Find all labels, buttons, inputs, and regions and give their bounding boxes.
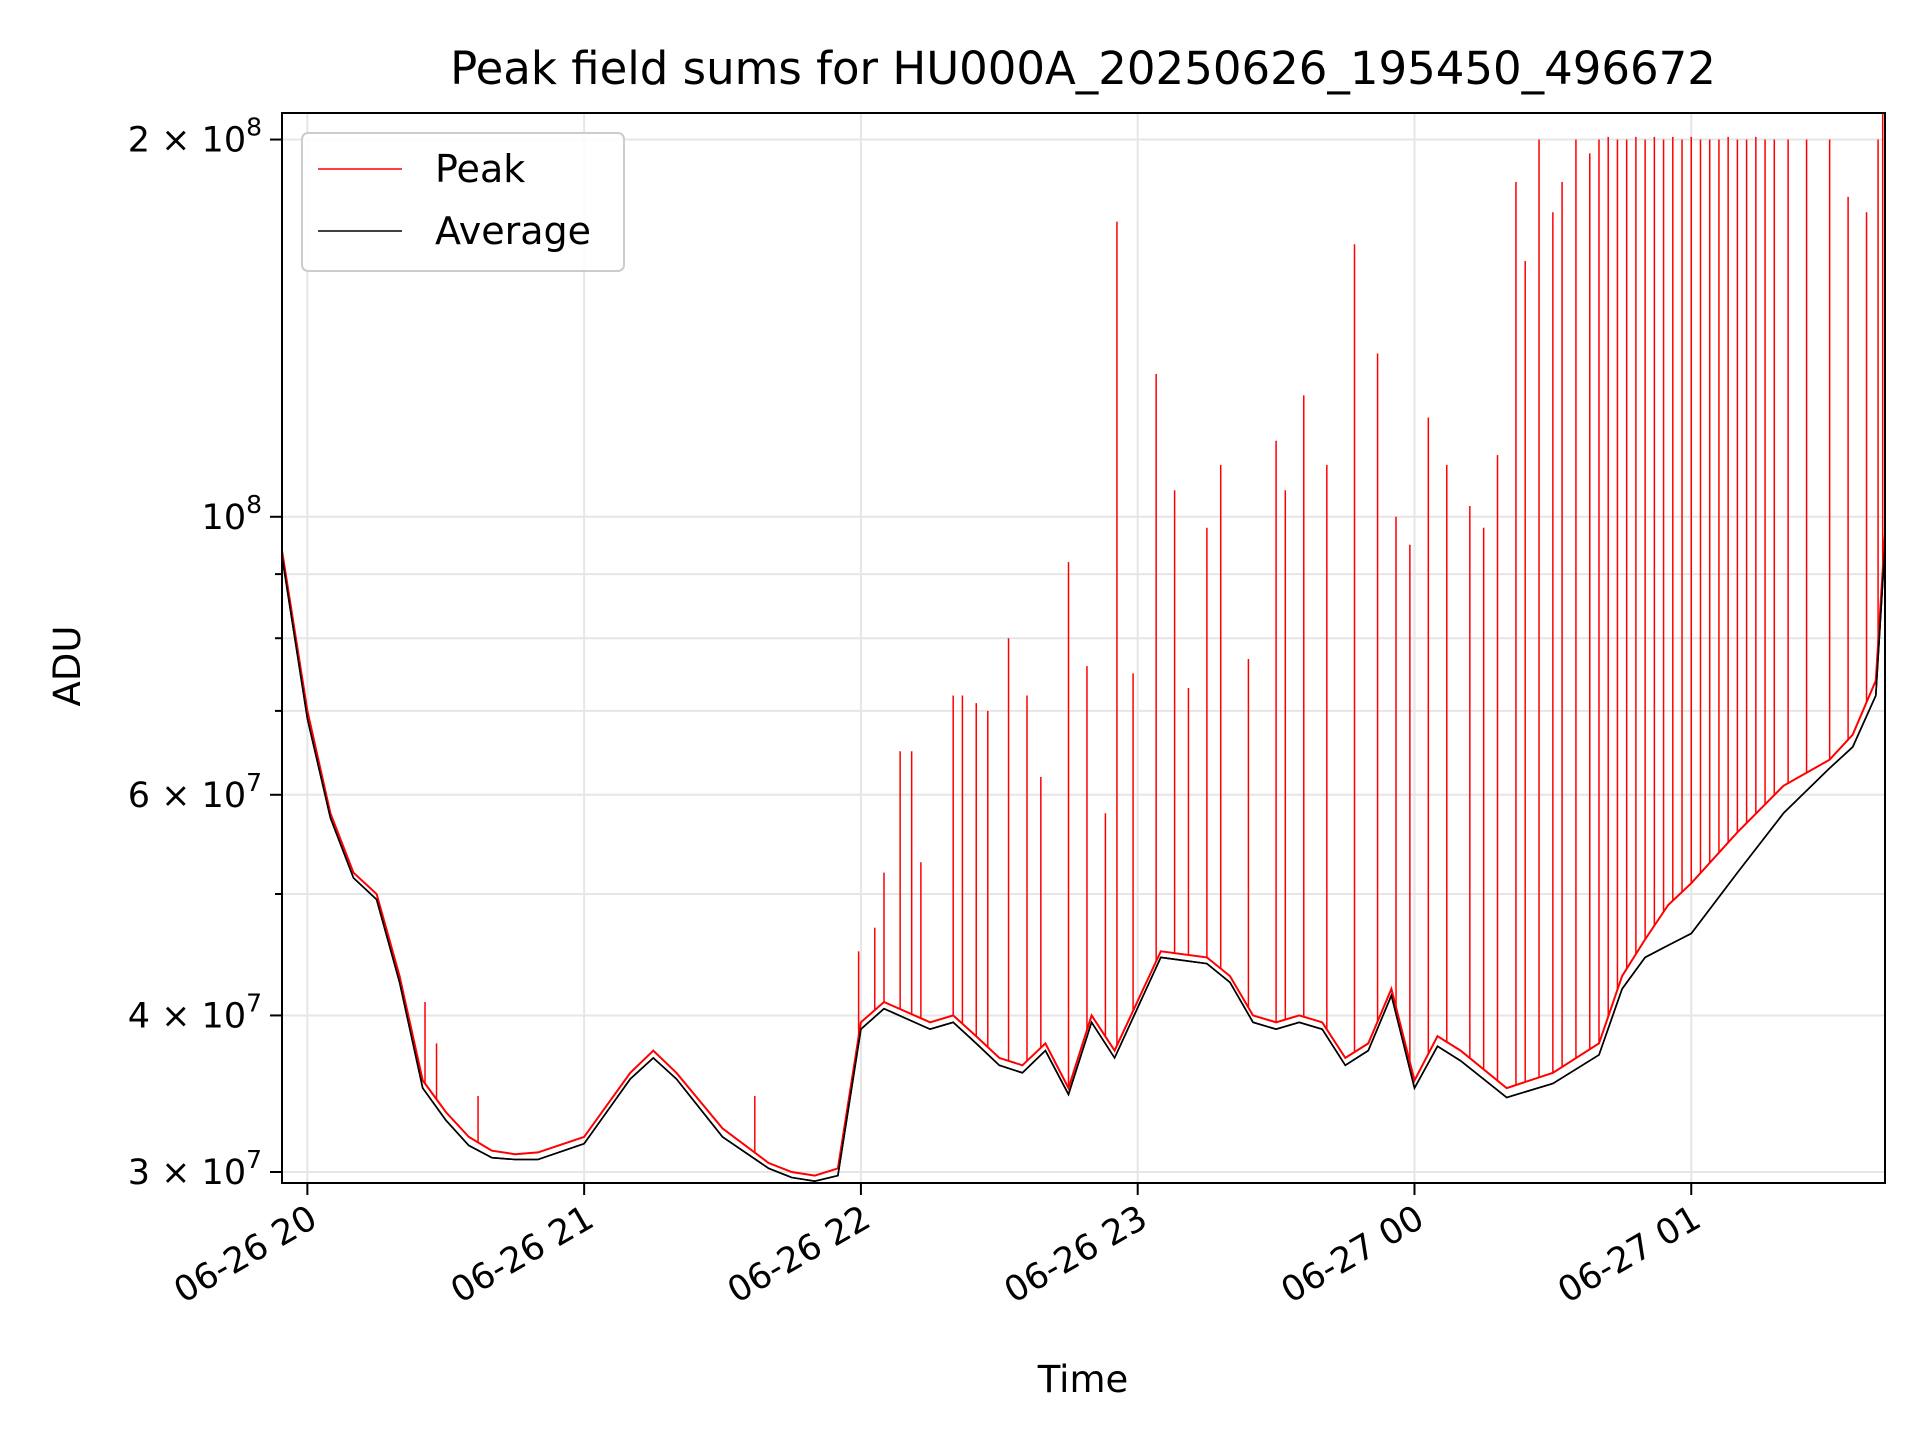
chart-title: Peak field sums for HU000A_20250626_1954…: [450, 42, 1716, 95]
legend: Peak Average: [301, 132, 625, 272]
y-tick-label: 4 × 107: [128, 988, 262, 1036]
y-tick-label: 2 × 108: [128, 113, 262, 161]
x-axis-label: Time: [1037, 1358, 1129, 1401]
y-tick-label: 3 × 107: [128, 1145, 262, 1193]
y-tick-label: 6 × 107: [128, 768, 262, 816]
legend-average-label: Average: [435, 209, 591, 253]
legend-peak-label: Peak: [435, 147, 525, 191]
y-axis-label: ADU: [46, 626, 89, 707]
series-line-peak: [282, 533, 1885, 1177]
legend-box: [301, 132, 625, 272]
series-line-average-overlay: [282, 544, 1885, 1183]
data-layer: [282, 113, 1885, 1183]
plot-frame: [281, 112, 1886, 1184]
